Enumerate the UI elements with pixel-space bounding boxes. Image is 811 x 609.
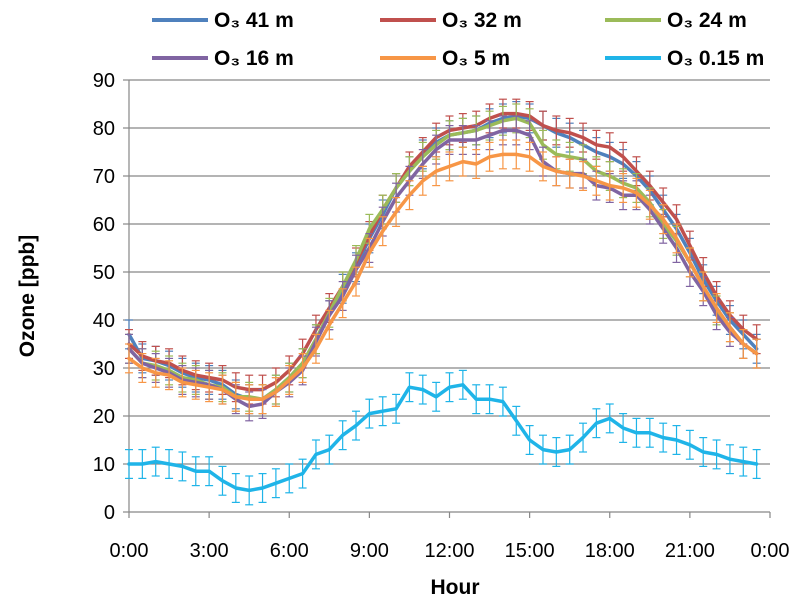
x-tick-label: 21:00 xyxy=(665,540,715,562)
legend-label: O₃ 41 m xyxy=(214,9,294,32)
x-tick-label: 9:00 xyxy=(350,540,389,562)
series-line xyxy=(127,128,759,409)
y-tick-label: 90 xyxy=(93,70,115,92)
x-tick-label: 12:00 xyxy=(424,540,474,562)
legend-item: O₃ 32 m xyxy=(380,9,522,32)
legend-label: O₃ 5 m xyxy=(442,47,510,70)
y-tick-label: 30 xyxy=(93,358,115,380)
legend-item: O₃ 16 m xyxy=(152,47,294,70)
y-tick-labels: 0 10 20 30 40 50 60 70 80 90 xyxy=(93,70,115,524)
series-0 xyxy=(125,100,761,415)
series-group xyxy=(125,98,761,506)
y-tick-label: 70 xyxy=(93,166,115,188)
legend-item: O₃ 41 m xyxy=(152,9,294,32)
y-tick-label: 40 xyxy=(93,310,115,332)
x-axis-label: Hour xyxy=(431,576,480,599)
error-bars xyxy=(125,100,761,415)
legend-label: O₃ 0.15 m xyxy=(667,47,764,70)
series-4 xyxy=(125,139,761,415)
y-tick-label: 50 xyxy=(93,262,115,284)
series-line xyxy=(127,111,759,392)
series-line xyxy=(127,116,759,401)
series-line xyxy=(127,383,759,493)
y-tick-label: 80 xyxy=(93,118,115,140)
x-tick-label: 0:00 xyxy=(751,540,790,562)
legend-item: O₃ 5 m xyxy=(380,47,510,70)
x-tick-label: 18:00 xyxy=(585,540,635,562)
series-line xyxy=(127,152,759,401)
legend-label: O₃ 32 m xyxy=(442,9,522,32)
x-tick-label: 0:00 xyxy=(110,540,149,562)
axes xyxy=(123,79,771,518)
x-tick-labels: 0:00 3:00 6:00 9:00 12:00 15:00 18:00 21:00 0:00 xyxy=(110,540,790,562)
series-line xyxy=(127,114,759,401)
legend-label: O₃ 24 m xyxy=(667,9,747,32)
legend: O₃ 41 m O₃ 32 m O₃ 24 m O₃ 16 m O₃ 5 m O₃ 0.1… xyxy=(152,9,764,70)
error-bars xyxy=(125,103,761,415)
series-5 xyxy=(125,369,761,506)
x-tick-label: 6:00 xyxy=(270,540,309,562)
y-tick-label: 60 xyxy=(93,214,115,236)
x-tick-label: 15:00 xyxy=(505,540,555,562)
y-tick-label: 10 xyxy=(93,454,115,476)
legend-item: O₃ 0.15 m xyxy=(605,47,764,70)
series-2 xyxy=(125,103,761,415)
legend-item: O₃ 24 m xyxy=(605,9,747,32)
x-tick-label: 3:00 xyxy=(190,540,229,562)
y-tick-label: 0 xyxy=(104,502,115,524)
y-axis-label: Ozone [ppb] xyxy=(16,235,39,357)
y-tick-label: 20 xyxy=(93,406,115,428)
legend-label: O₃ 16 m xyxy=(214,47,294,70)
